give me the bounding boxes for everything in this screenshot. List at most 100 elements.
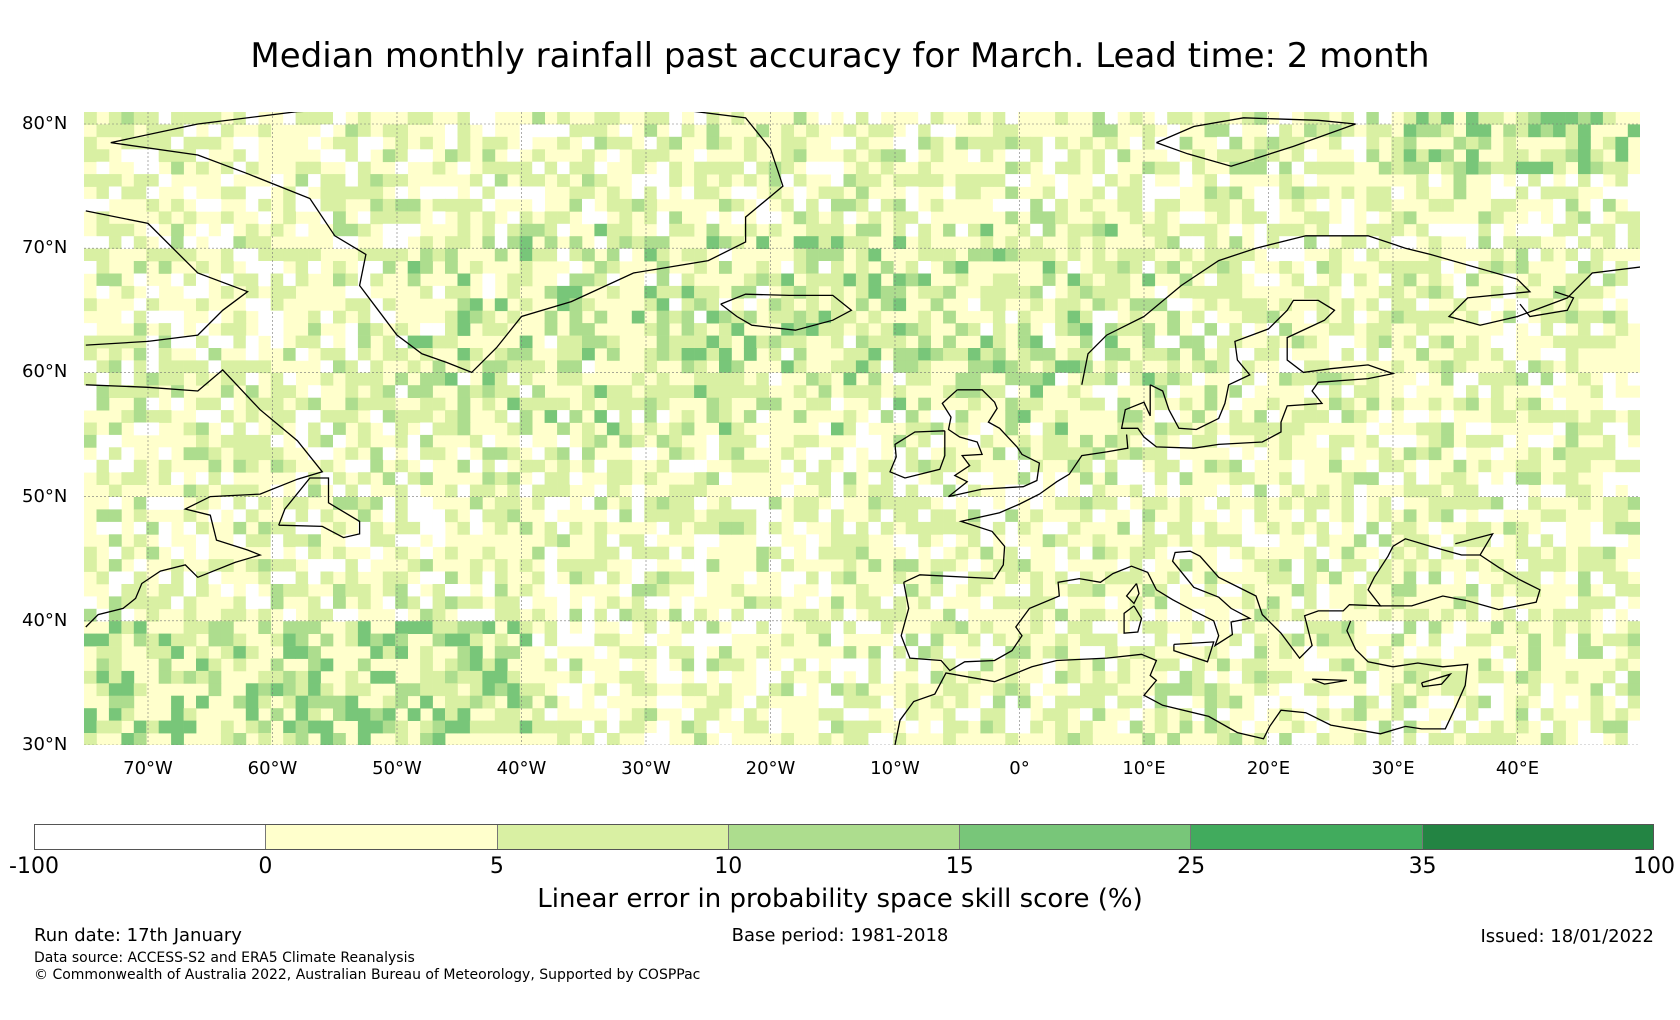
- grid-cell: [1117, 571, 1131, 585]
- grid-cell: [855, 174, 869, 187]
- coastline: [903, 434, 1129, 583]
- grid-cell: [158, 571, 172, 585]
- grid-cell: [681, 596, 695, 610]
- grid-cell: [382, 410, 396, 423]
- grid-cell: [1329, 161, 1342, 175]
- grid-cell: [270, 273, 284, 287]
- grid-cell: [1304, 497, 1317, 510]
- grid-cell: [1403, 447, 1417, 461]
- grid-cell: [831, 236, 844, 249]
- grid-cell: [544, 571, 558, 585]
- grid-cell: [158, 497, 172, 510]
- grid-cell: [258, 124, 272, 138]
- grid-cell: [333, 422, 346, 436]
- grid-cell: [719, 733, 732, 745]
- grid-cell: [1129, 633, 1143, 647]
- grid-cell: [1378, 410, 1392, 423]
- grid-cell: [1042, 323, 1056, 336]
- grid-cell: [445, 335, 458, 349]
- grid-cell: [1391, 186, 1405, 200]
- grid-cell: [1515, 497, 1529, 510]
- grid-cell: [1515, 236, 1529, 249]
- grid-cell: [1341, 223, 1355, 237]
- grid-cell: [1565, 410, 1579, 423]
- grid-cell: [768, 348, 782, 361]
- grid-cell: [395, 348, 408, 361]
- grid-cell: [1416, 733, 1429, 745]
- grid-cell: [382, 310, 396, 324]
- grid-cell: [1167, 261, 1180, 274]
- grid-cell: [133, 472, 147, 485]
- grid-cell: [644, 397, 658, 411]
- grid-cell: [1204, 124, 1218, 138]
- grid-cell: [656, 248, 670, 262]
- grid-cell: [1229, 348, 1243, 361]
- grid-cell: [1229, 223, 1243, 237]
- grid-cell: [295, 174, 309, 187]
- grid-cell: [1129, 571, 1143, 585]
- grid-cell: [1241, 534, 1255, 548]
- grid-cell: [469, 596, 483, 610]
- grid-cell: [146, 161, 160, 175]
- grid-cell: [1005, 546, 1019, 560]
- grid-cell: [930, 670, 944, 684]
- grid-cell: [333, 695, 346, 709]
- grid-cell: [357, 534, 371, 548]
- grid-cell: [1378, 285, 1392, 299]
- grid-cell: [644, 273, 658, 287]
- grid-cell: [918, 323, 931, 336]
- grid-cell: [557, 360, 570, 374]
- grid-cell: [469, 683, 483, 697]
- grid-cell: [395, 534, 408, 548]
- grid-cell: [905, 472, 919, 485]
- grid-cell: [930, 571, 944, 585]
- grid-cell: [420, 559, 433, 572]
- grid-cell: [582, 621, 595, 634]
- grid-cell: [1055, 596, 1068, 610]
- grid-cell: [1304, 596, 1317, 610]
- grid-cell: [656, 646, 670, 659]
- grid-cell: [1528, 658, 1541, 672]
- grid-cell: [395, 124, 408, 138]
- grid-cell: [1615, 323, 1629, 336]
- grid-cell: [1104, 335, 1118, 349]
- grid-cell: [196, 670, 209, 684]
- grid-cell: [1553, 472, 1566, 485]
- grid-cell: [980, 236, 994, 249]
- grid-cell: [1403, 708, 1417, 721]
- grid-cell: [84, 459, 97, 473]
- grid-cell: [1316, 223, 1330, 237]
- grid-cell: [1341, 509, 1355, 523]
- grid-cell: [1391, 497, 1405, 510]
- grid-cell: [893, 646, 907, 659]
- grid-cell: [1204, 621, 1218, 634]
- grid-cell: [469, 497, 483, 510]
- grid-cell: [706, 720, 720, 734]
- grid-cell: [1490, 534, 1504, 548]
- grid-cell: [619, 422, 633, 436]
- grid-cell: [407, 434, 421, 448]
- grid-cell: [1067, 285, 1081, 299]
- grid-cell: [1565, 348, 1579, 361]
- grid-cell: [420, 323, 433, 336]
- grid-cell: [407, 149, 421, 163]
- grid-cell: [1241, 596, 1255, 610]
- grid-cell: [1503, 285, 1517, 299]
- grid-cell: [644, 584, 658, 597]
- grid-cell: [1042, 161, 1056, 175]
- grid-cell: [1279, 112, 1292, 125]
- grid-cell: [233, 186, 247, 200]
- grid-cell: [1017, 174, 1031, 187]
- grid-cell: [582, 198, 595, 212]
- grid-cell: [719, 422, 732, 436]
- grid-cell: [1055, 559, 1068, 572]
- grid-cell: [196, 273, 209, 287]
- grid-cell: [582, 348, 595, 361]
- grid-cell: [868, 521, 882, 535]
- grid-cell: [1378, 646, 1392, 659]
- grid-cell: [992, 298, 1006, 312]
- grid-cell: [532, 571, 545, 585]
- grid-cell: [544, 658, 558, 672]
- grid-cell: [407, 385, 421, 398]
- grid-cell: [943, 509, 956, 523]
